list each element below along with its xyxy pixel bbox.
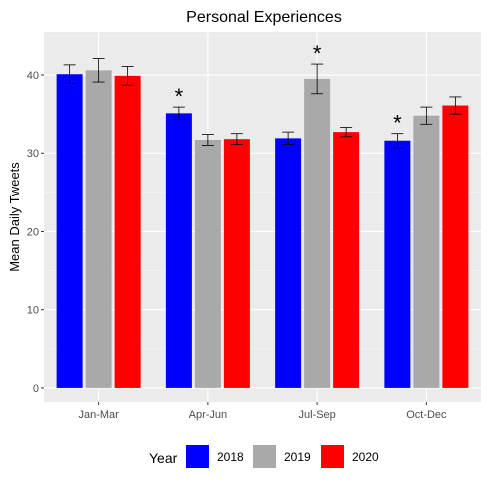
bar — [275, 138, 302, 388]
y-axis-title: Mean Daily Tweets — [7, 162, 22, 272]
x-tick-label: Oct-Dec — [406, 409, 447, 421]
significance-star: * — [393, 111, 402, 136]
bar — [56, 74, 83, 388]
bar — [223, 139, 250, 388]
bar — [333, 132, 360, 388]
legend-label: 2019 — [284, 450, 311, 464]
significance-star: * — [175, 84, 184, 109]
bar — [85, 70, 112, 388]
x-tick-label: Jul-Sep — [298, 409, 335, 421]
bar — [413, 115, 440, 388]
legend-label: 2020 — [352, 450, 379, 464]
chart-title: Personal Experiences — [186, 9, 342, 26]
bar — [384, 140, 411, 388]
legend-key — [253, 445, 276, 468]
significance-star: * — [313, 41, 322, 66]
bar — [194, 139, 221, 388]
legend-title: Year — [149, 450, 178, 466]
x-tick-label: Apr-Jun — [189, 409, 228, 421]
legend: Year 2018 2019 2020 — [149, 445, 379, 468]
y-tick-label: 20 — [27, 226, 39, 238]
significance-markers: * * * — [175, 41, 403, 136]
legend-key — [186, 445, 209, 468]
y-tick-label: 10 — [27, 305, 39, 317]
y-axis: 0 10 20 30 40 — [27, 70, 44, 395]
legend-key — [321, 445, 344, 468]
x-tick-label: Jan-Mar — [78, 409, 119, 421]
x-axis: Jan-Mar Apr-Jun Jul-Sep Oct-Dec — [78, 402, 447, 421]
y-tick-label: 0 — [33, 383, 39, 395]
bar — [442, 105, 469, 388]
legend-label: 2018 — [217, 450, 244, 464]
bar — [165, 113, 192, 388]
y-tick-label: 30 — [27, 148, 39, 160]
bars — [56, 70, 469, 388]
bar — [114, 75, 141, 388]
error-bars — [63, 58, 462, 149]
y-tick-label: 40 — [27, 70, 39, 82]
bar — [304, 78, 331, 388]
